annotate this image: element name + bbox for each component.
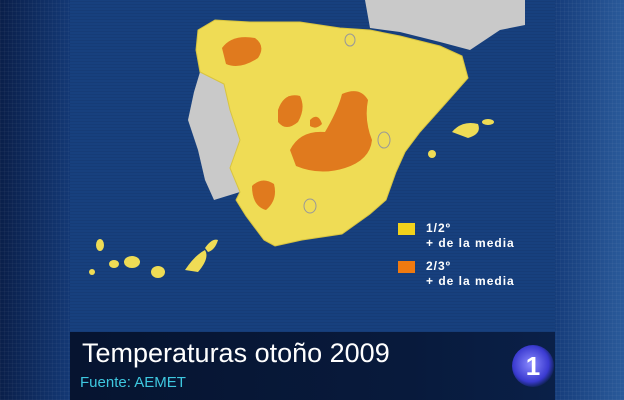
high-anomaly-areas bbox=[222, 37, 372, 210]
spain-temperature-map bbox=[89, 0, 525, 278]
legend-swatch-orange bbox=[398, 261, 415, 273]
legend-item-2-3-degrees: 2/3º + de la media bbox=[398, 259, 515, 289]
legend-label: 2/3º bbox=[426, 259, 452, 273]
legend-label: 1/2º bbox=[426, 221, 452, 235]
caption-title: Temperaturas otoño 2009 bbox=[82, 338, 390, 368]
legend-swatch-yellow bbox=[398, 223, 415, 235]
caption-source: Fuente: AEMET bbox=[80, 374, 186, 391]
legend-item-1-2-degrees: 1/2º + de la media bbox=[398, 221, 515, 251]
legend-sublabel: + de la media bbox=[426, 274, 515, 288]
france bbox=[365, 0, 525, 50]
caption-bar: Temperaturas otoño 2009 Fuente: AEMET bbox=[70, 332, 555, 400]
map-legend: 1/2º + de la media 2/3º + de la media bbox=[398, 221, 515, 297]
channel-logo: 1 bbox=[512, 345, 554, 387]
balearic-islands bbox=[428, 119, 494, 158]
canary-islands bbox=[89, 239, 218, 278]
legend-sublabel: + de la media bbox=[426, 236, 515, 250]
portugal bbox=[188, 72, 240, 200]
normal-areas bbox=[303, 33, 391, 214]
